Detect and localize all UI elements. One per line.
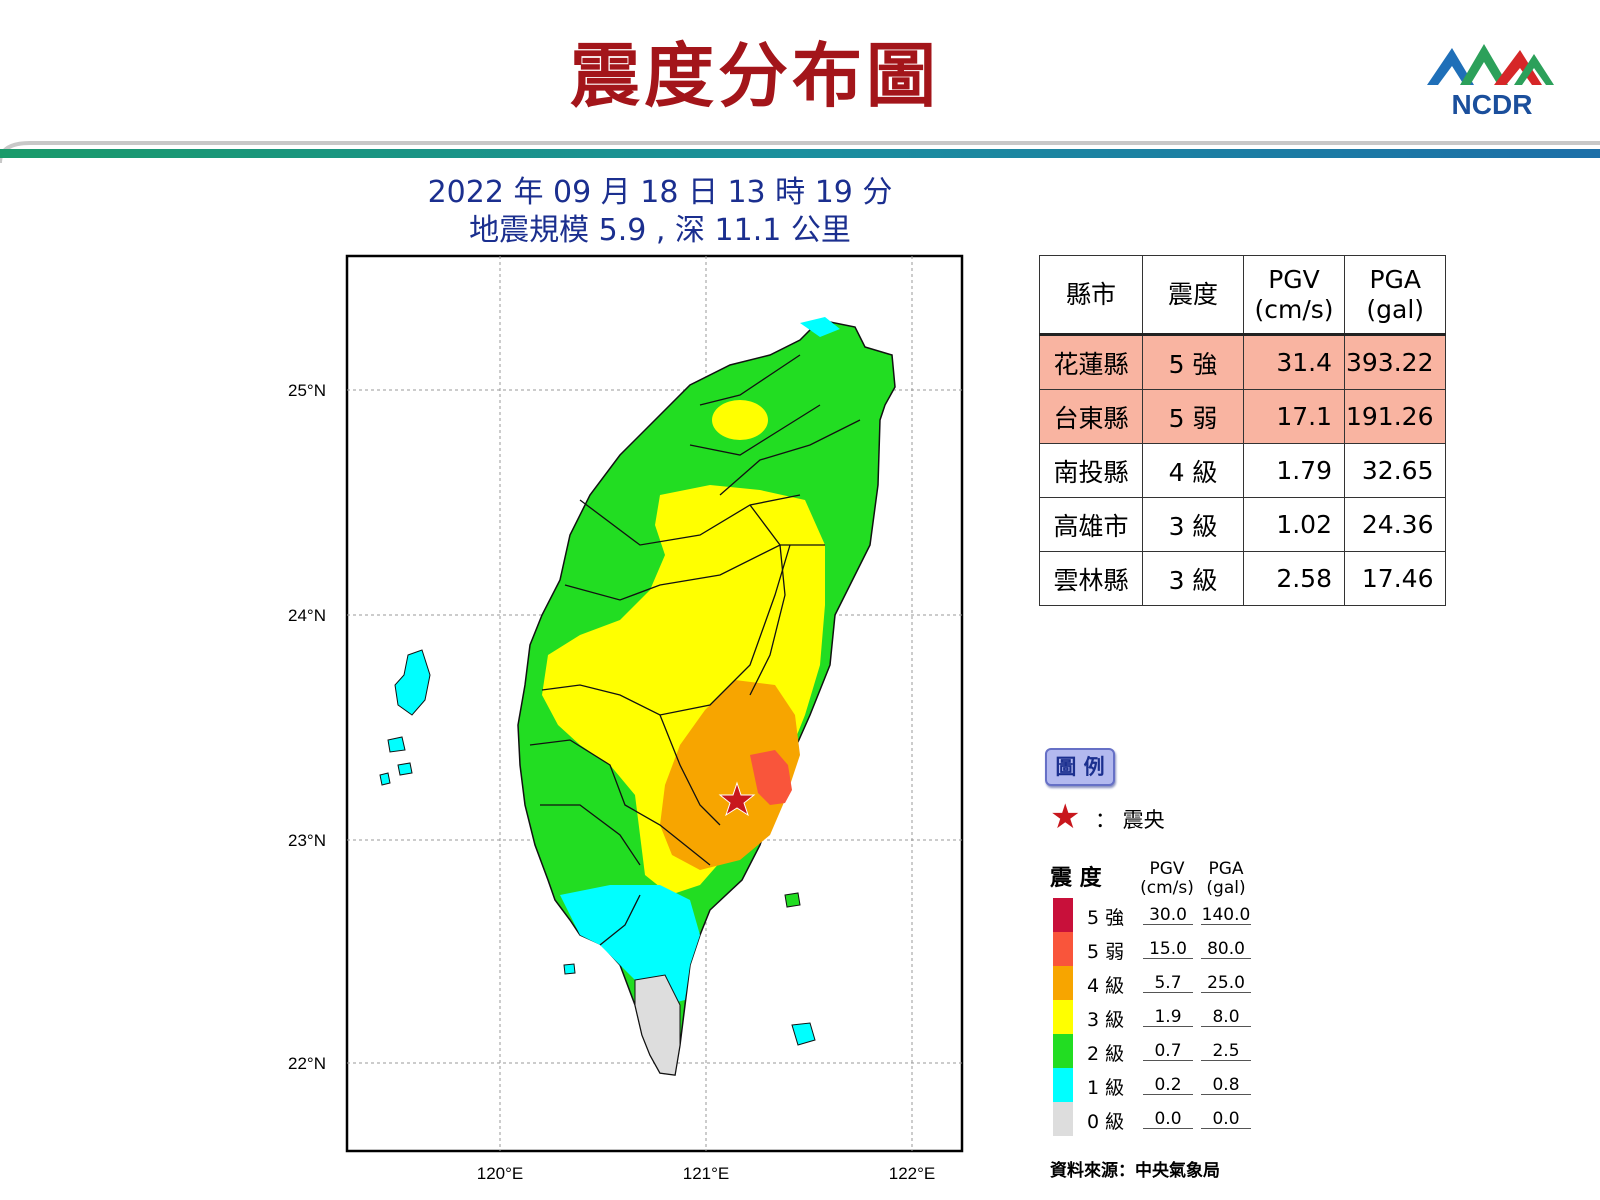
- region-level-5-weak: [750, 750, 792, 805]
- logo-mark-green: [1460, 44, 1508, 85]
- legend-row: 0 級 0.0 0.0: [1053, 1102, 1253, 1136]
- col-pga: PGA (gal): [1343, 255, 1447, 335]
- ncdr-logo: NCDR: [1427, 44, 1554, 120]
- orchid-island: [791, 1022, 816, 1046]
- legend-row: 4 級 5.7 25.0: [1053, 966, 1253, 1000]
- legend-row: 5 強 30.0 140.0: [1053, 898, 1253, 932]
- logo-mark-green2: [1514, 54, 1554, 85]
- region-level-1-north: [800, 317, 840, 337]
- col-county: 縣市: [1039, 255, 1143, 335]
- table-header-row: 縣市 震度 PGV (cm/s) PGA (gal): [1039, 255, 1447, 335]
- longitude-labels: 120°E 121°E 122°E: [477, 1164, 936, 1183]
- legend-row: 1 級 0.2 0.8: [1053, 1068, 1253, 1102]
- epicenter-label: ： 震央: [1095, 808, 1165, 832]
- legend-swatch: [1053, 898, 1073, 932]
- legend-row: 5 弱 15.0 80.0: [1053, 932, 1253, 966]
- epicenter-star-icon: ★: [1050, 797, 1081, 837]
- page-header: 震度分布圖 NCDR: [0, 0, 1600, 165]
- legend-swatch: [1053, 1000, 1073, 1034]
- legend-swatch: [1053, 1034, 1073, 1068]
- quake-time: 2022 年 09 月 18 日 13 時 19 分: [427, 175, 893, 210]
- legend-pgv-header: PGV (cm/s): [1140, 859, 1194, 898]
- logo-mark-blue: [1427, 48, 1474, 85]
- table-row: 高雄市 3 級 1.02 24.36: [1039, 497, 1447, 552]
- legend-swatch: [1053, 1068, 1073, 1102]
- header-divider-bar: [0, 141, 1600, 164]
- region-level-4: [660, 680, 800, 870]
- latitude-labels: 25°N 24°N 23°N 22°N: [288, 381, 326, 1073]
- legend-row: 2 級 0.7 2.5: [1053, 1034, 1253, 1068]
- legend-intensity-title: 震 度: [1050, 866, 1102, 891]
- lat-label-23: 23°N: [288, 831, 326, 850]
- lon-label-122: 122°E: [889, 1164, 936, 1183]
- quake-magnitude: 地震規模 5.9 , 深 11.1 公里: [469, 213, 851, 248]
- logo-mark-red: [1494, 50, 1542, 85]
- page-title: 震度分布圖: [570, 35, 940, 117]
- legend-swatch: [1053, 1102, 1073, 1136]
- legend-button: 圖 例: [1045, 748, 1115, 786]
- penghu-islands: [379, 649, 431, 786]
- table-row: 花蓮縣 5 強 31.4 393.22: [1039, 334, 1447, 390]
- lat-label-24: 24°N: [288, 606, 326, 625]
- col-pgv: PGV (cm/s): [1243, 255, 1345, 335]
- legend-swatch: [1053, 932, 1073, 966]
- legend-pga-header: PGA (gal): [1206, 859, 1246, 898]
- legend: 圖 例 ★ ： 震央 震 度 PGV (cm/s) PGA (gal) 5 強 …: [1045, 748, 1305, 1188]
- lon-label-120: 120°E: [477, 1164, 524, 1183]
- col-intensity: 震度: [1142, 255, 1244, 335]
- lat-label-25: 25°N: [288, 381, 326, 400]
- legend-row: 3 級 1.9 8.0: [1053, 1000, 1253, 1034]
- liuqiu-island: [563, 963, 576, 975]
- table-row: 台東縣 5 弱 17.1 191.26: [1039, 389, 1447, 444]
- green-island: [784, 892, 801, 908]
- intensity-table: 縣市 震度 PGV (cm/s) PGA (gal) 花蓮縣 5 強 31.4 …: [1039, 255, 1447, 606]
- data-source: 資料來源：中央氣象局: [1050, 1161, 1220, 1181]
- county-boundaries: [529, 354, 861, 946]
- logo-text: NCDR: [1452, 89, 1533, 120]
- epicenter-star: [718, 781, 756, 817]
- region-level-0: [634, 974, 681, 1076]
- table-row: 南投縣 4 級 1.79 32.65: [1039, 443, 1447, 498]
- quake-info: 2022 年 09 月 18 日 13 時 19 分 地震規模 5.9 , 深 …: [350, 174, 970, 250]
- intensity-map: 25°N 24°N 23°N 22°N 120°E 121°E 122°E: [288, 254, 964, 1183]
- table-row: 雲林縣 3 級 2.58 17.46: [1039, 551, 1447, 606]
- region-level-3-north: [712, 400, 768, 440]
- legend-swatch: [1053, 966, 1073, 1000]
- lon-label-121: 121°E: [683, 1164, 730, 1183]
- lat-label-22: 22°N: [288, 1054, 326, 1073]
